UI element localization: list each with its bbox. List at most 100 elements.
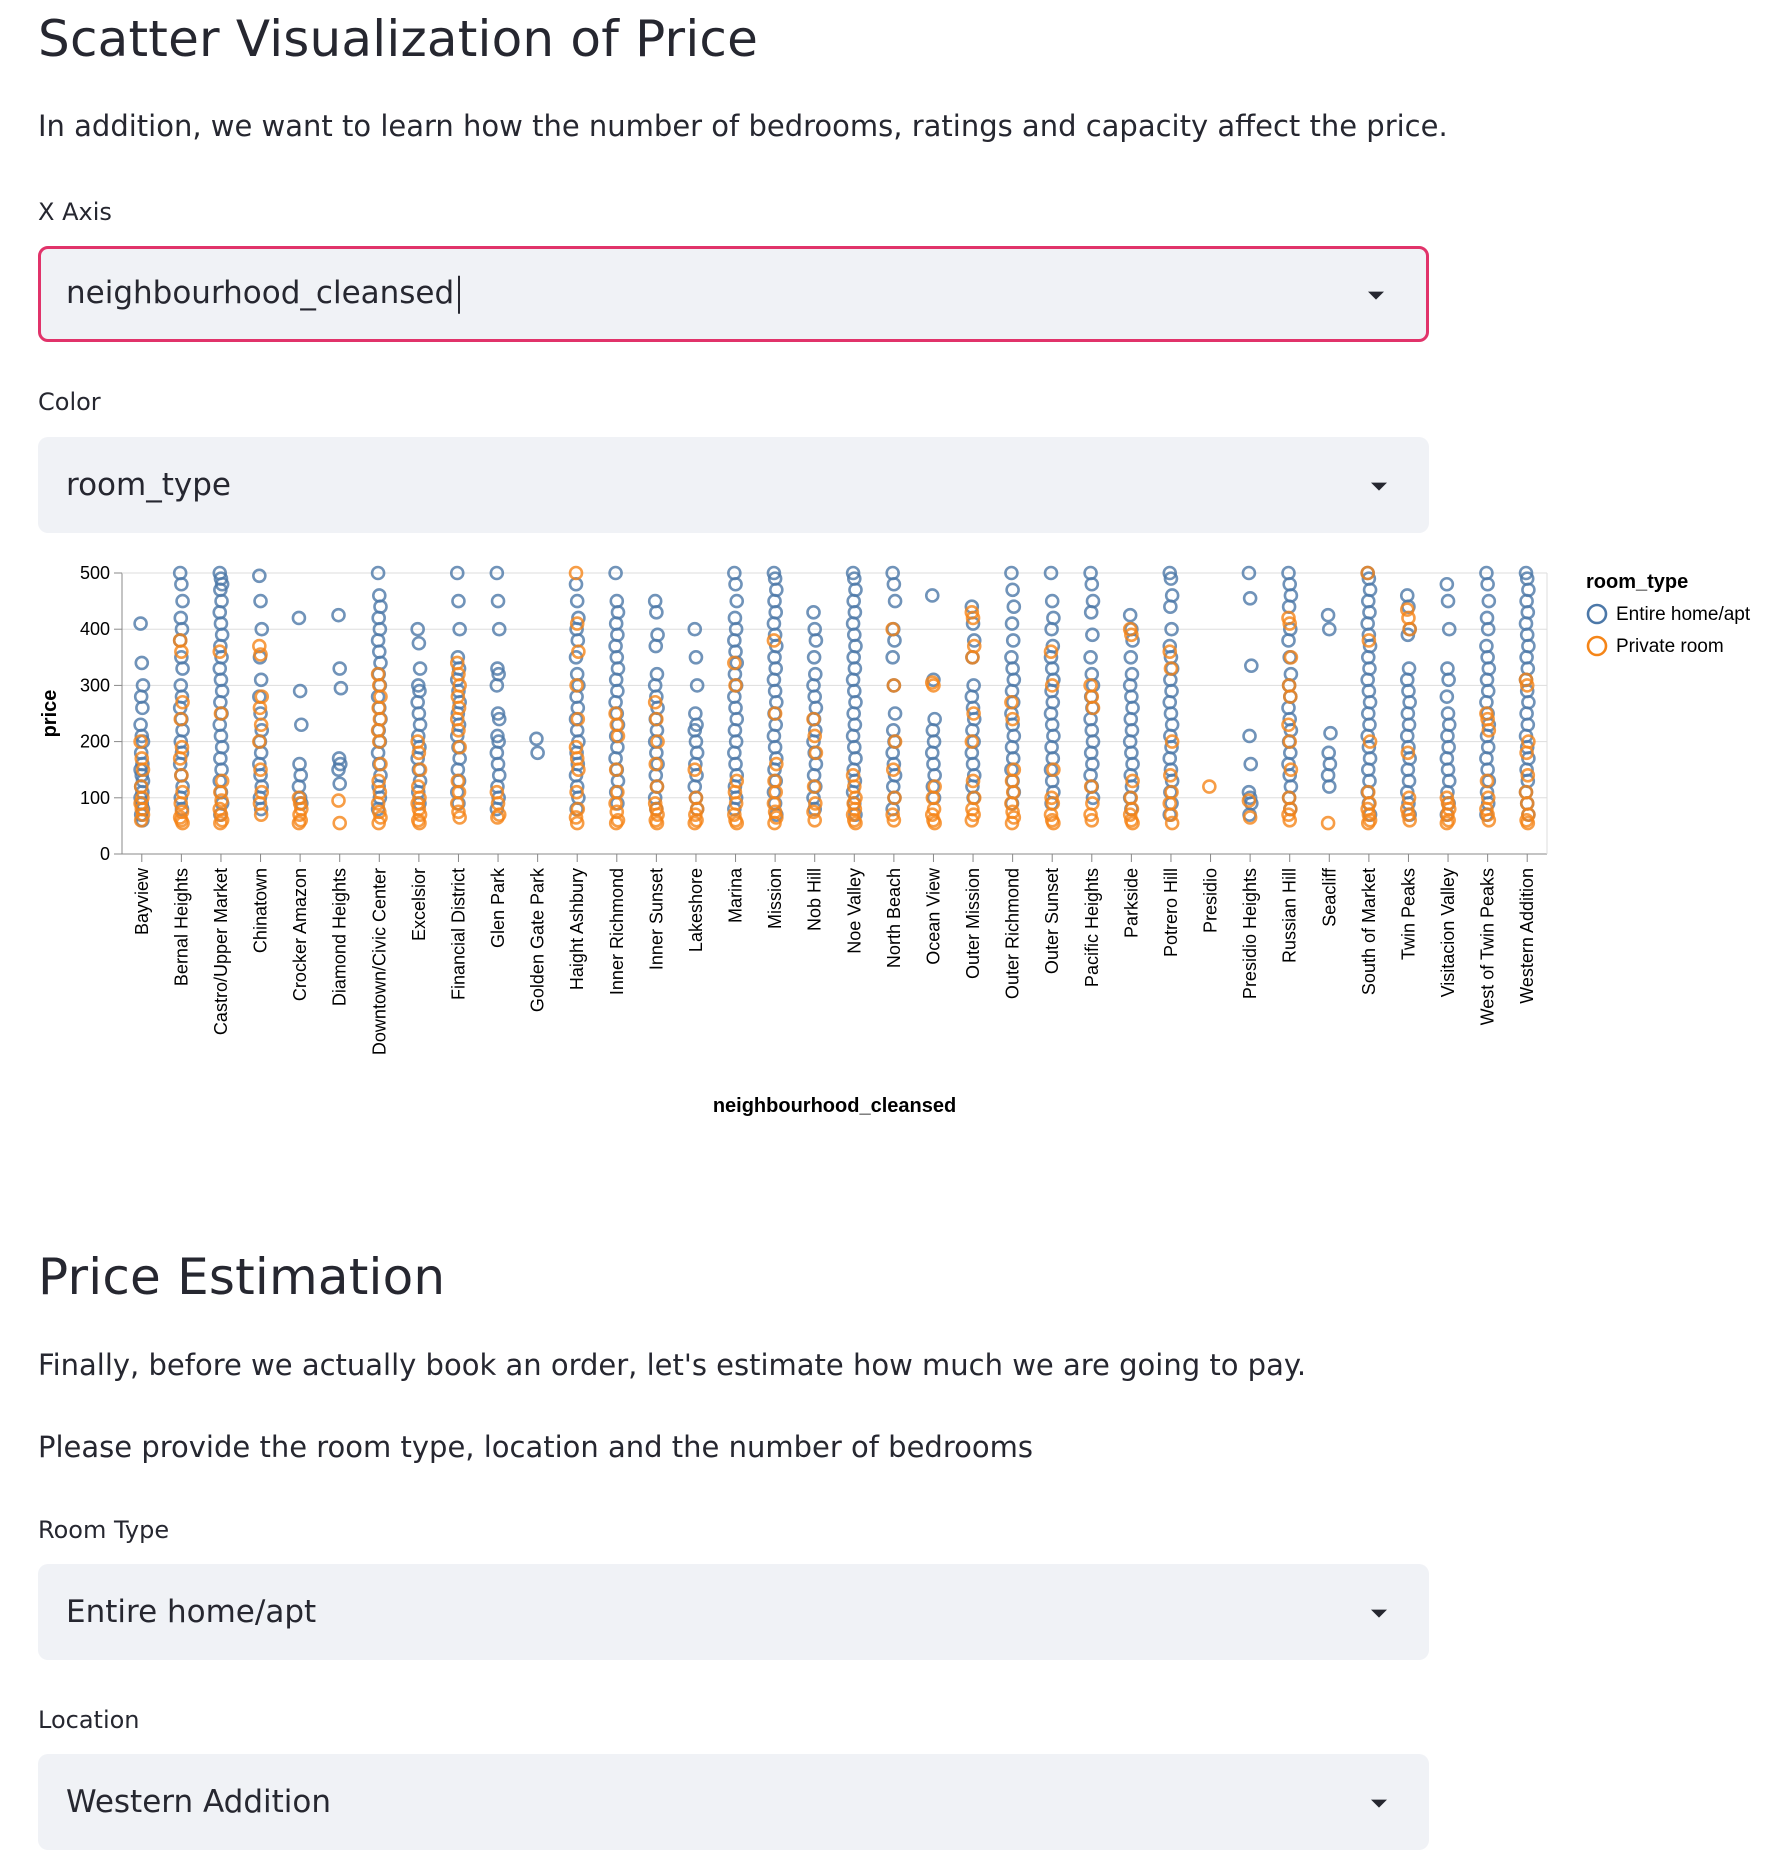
x-tick-label: West of Twin Peaks	[1478, 868, 1498, 1025]
point-entire-home	[649, 605, 664, 620]
x-tick-label: Parkside	[1121, 868, 1141, 938]
point-private-room	[1402, 812, 1417, 828]
point-entire-home	[885, 649, 900, 665]
chevron-down-icon[interactable]	[1371, 1799, 1387, 1808]
point-private-room	[1439, 815, 1455, 831]
y-tick-label: 300	[80, 675, 110, 695]
point-private-room	[569, 784, 584, 800]
point-entire-home	[1005, 633, 1021, 648]
point-private-room	[174, 644, 189, 659]
point-private-room	[252, 638, 267, 654]
point-private-room	[1283, 689, 1298, 704]
room-type-label: Room Type	[38, 1516, 170, 1544]
point-private-room	[1360, 565, 1375, 581]
point-entire-home	[1518, 565, 1534, 581]
point-private-room	[1163, 768, 1178, 783]
point-private-room	[174, 768, 189, 783]
x-tick-label: Lakeshore	[686, 868, 706, 952]
point-entire-home	[887, 593, 903, 609]
point-private-room	[1202, 779, 1217, 794]
x-axis-select[interactable]: neighbourhood_cleansed	[38, 246, 1429, 342]
point-private-room	[648, 756, 664, 772]
point-private-room	[411, 745, 427, 761]
point-private-room	[766, 796, 782, 811]
point-entire-home	[887, 706, 903, 721]
chevron-down-icon[interactable]	[1371, 482, 1387, 491]
point-entire-home	[1083, 649, 1098, 665]
chevron-down-icon[interactable]	[1371, 1609, 1387, 1618]
point-private-room	[1519, 745, 1534, 761]
point-private-room	[806, 804, 821, 820]
point-private-room	[886, 678, 902, 693]
point-private-room	[1519, 678, 1535, 693]
point-entire-home	[1480, 621, 1496, 637]
point-entire-home	[729, 593, 745, 609]
point-private-room	[649, 815, 665, 831]
point-entire-home	[1281, 633, 1296, 648]
chevron-down-icon[interactable]	[1368, 291, 1384, 300]
point-entire-home	[1085, 627, 1100, 643]
point-entire-home	[1320, 607, 1336, 623]
point-private-room	[214, 793, 229, 808]
point-private-room	[412, 762, 428, 778]
point-private-room	[767, 706, 783, 721]
point-private-room	[1044, 790, 1059, 806]
point-private-room	[1241, 793, 1257, 808]
point-entire-home	[1164, 621, 1179, 637]
point-entire-home	[410, 678, 426, 693]
point-private-room	[175, 694, 190, 710]
point-private-room	[133, 812, 149, 828]
point-private-room	[1125, 773, 1140, 789]
point-private-room	[1360, 815, 1376, 831]
point-entire-home	[1321, 779, 1337, 794]
point-entire-home	[1242, 590, 1258, 606]
point-private-room	[727, 655, 742, 671]
point-entire-home	[174, 576, 189, 592]
point-private-room	[370, 796, 386, 811]
point-private-room	[1083, 779, 1099, 794]
room-type-select[interactable]: Entire home/apt	[38, 1564, 1429, 1660]
x-tick-label: Inner Sunset	[646, 868, 666, 970]
point-private-room	[1282, 734, 1298, 749]
point-private-room	[213, 784, 228, 800]
point-private-room	[808, 745, 824, 761]
point-private-room	[253, 807, 269, 822]
point-private-room	[885, 762, 901, 778]
x-tick-label: Western Addition	[1517, 868, 1537, 1004]
location-select[interactable]: Western Addition	[38, 1754, 1429, 1850]
location-select-value: Western Addition	[66, 1784, 331, 1820]
point-private-room	[649, 779, 665, 794]
point-private-room	[1518, 672, 1534, 688]
point-entire-home	[490, 661, 505, 676]
point-private-room	[1043, 807, 1059, 822]
point-entire-home	[489, 678, 505, 693]
point-private-room	[451, 804, 466, 820]
point-private-room	[331, 793, 346, 808]
point-private-room	[1122, 807, 1138, 822]
point-entire-home	[886, 576, 902, 592]
x-tick-label: Potrero Hill	[1161, 868, 1181, 957]
x-tick-label: Twin Peaks	[1398, 868, 1418, 960]
point-private-room	[371, 815, 386, 831]
point-entire-home	[1323, 725, 1338, 741]
x-tick-label: Pacific Heights	[1082, 868, 1102, 987]
point-private-room	[1401, 807, 1416, 822]
x-tick-label: Chinatown	[251, 868, 271, 953]
x-tick-label: Glen Park	[488, 867, 508, 948]
x-tick-label: Outer Richmond	[1003, 868, 1023, 999]
point-private-room	[807, 812, 823, 828]
point-entire-home	[370, 565, 386, 581]
legend-entry: Entire home/apt	[1616, 604, 1751, 625]
point-private-room	[924, 807, 940, 822]
point-entire-home	[1084, 576, 1100, 592]
point-entire-home	[1243, 756, 1259, 772]
point-entire-home	[491, 711, 507, 727]
point-entire-home	[808, 633, 824, 648]
point-entire-home	[1480, 576, 1495, 592]
color-select[interactable]: room_type	[38, 437, 1429, 533]
point-entire-home	[1439, 689, 1455, 704]
estimation-paragraph-2: Please provide the room type, location a…	[38, 1430, 1033, 1464]
x-tick-label: Seacliff	[1319, 867, 1339, 927]
point-entire-home	[688, 649, 704, 665]
point-entire-home	[1004, 565, 1019, 581]
